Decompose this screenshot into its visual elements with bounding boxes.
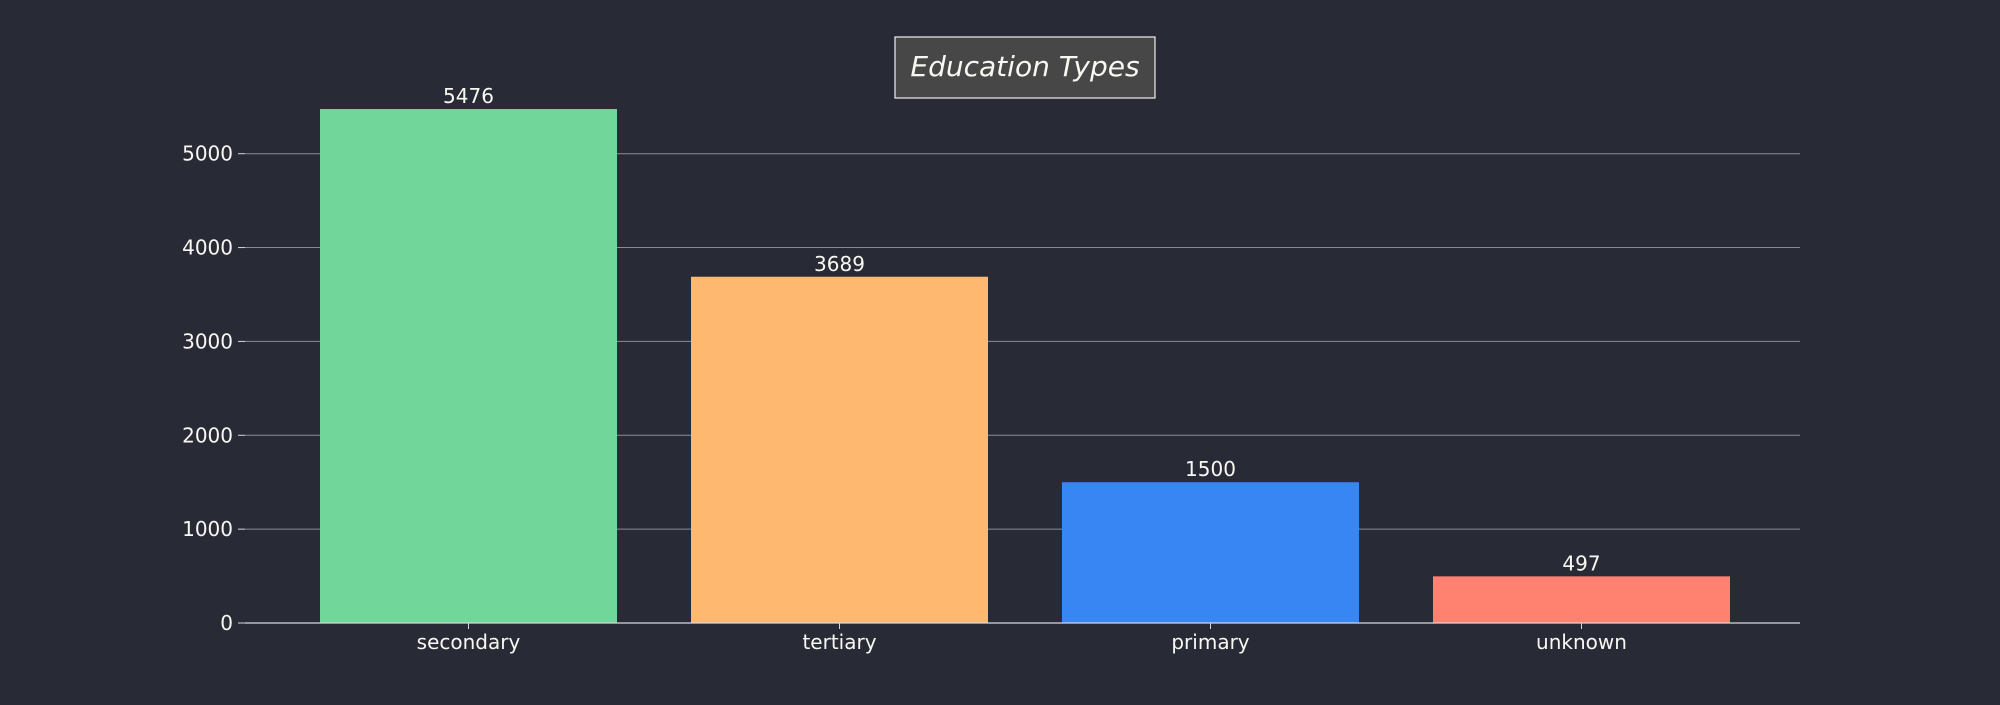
x-axis-ticks: secondary tertiary primary unknown [417, 623, 1627, 654]
value-labels: 5476 3689 1500 497 [443, 84, 1601, 575]
y-tick-label: 3000 [182, 329, 233, 353]
bars [320, 109, 1730, 623]
y-tick-label: 0 [220, 611, 233, 635]
y-axis-ticks: 0 1000 2000 3000 4000 5000 [182, 142, 245, 635]
x-tick-label-primary: primary [1171, 630, 1249, 654]
y-tick-label: 5000 [182, 142, 233, 166]
y-tick-label: 1000 [182, 517, 233, 541]
x-tick-label-tertiary: tertiary [802, 630, 876, 654]
chart-title-box [894, 36, 1156, 99]
bar-primary [1062, 482, 1359, 623]
value-label-tertiary: 3689 [814, 252, 865, 276]
chart-title-group: Education Types [894, 36, 1156, 99]
y-tick-label: 2000 [182, 423, 233, 447]
bar-unknown [1433, 576, 1730, 623]
x-tick-label-unknown: unknown [1536, 630, 1627, 654]
bar-secondary [320, 109, 617, 623]
value-label-secondary: 5476 [443, 84, 494, 108]
y-tick-label: 4000 [182, 236, 233, 260]
value-label-unknown: 497 [1562, 551, 1600, 575]
value-label-primary: 1500 [1185, 457, 1236, 481]
x-tick-label-secondary: secondary [417, 630, 521, 654]
chart-title: Education Types [910, 50, 1139, 83]
bar-tertiary [691, 276, 988, 623]
